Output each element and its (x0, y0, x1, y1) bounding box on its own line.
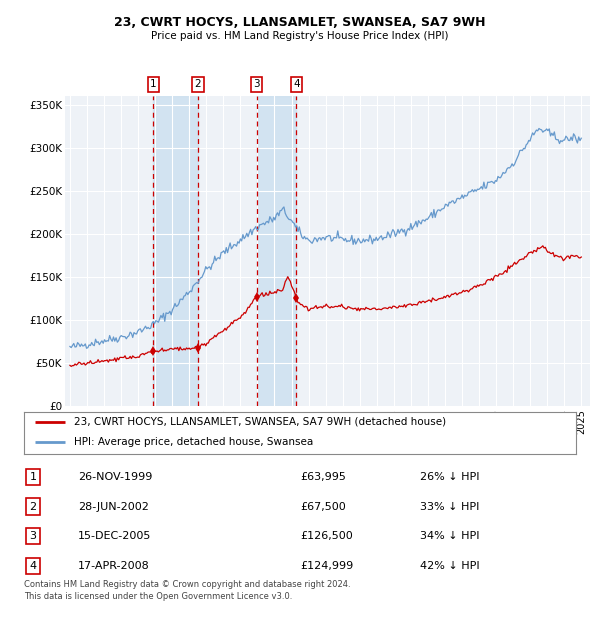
Text: 1: 1 (150, 79, 157, 89)
Text: 26% ↓ HPI: 26% ↓ HPI (420, 472, 479, 482)
Text: 33% ↓ HPI: 33% ↓ HPI (420, 502, 479, 512)
Text: 23, CWRT HOCYS, LLANSAMLET, SWANSEA, SA7 9WH: 23, CWRT HOCYS, LLANSAMLET, SWANSEA, SA7… (114, 17, 486, 29)
Text: 17-APR-2008: 17-APR-2008 (78, 561, 150, 571)
Text: 1: 1 (29, 472, 37, 482)
Bar (257, 96, 296, 406)
Text: 2: 2 (194, 79, 201, 89)
Text: £126,500: £126,500 (300, 531, 353, 541)
Text: 28-JUN-2002: 28-JUN-2002 (78, 502, 149, 512)
Text: £67,500: £67,500 (300, 502, 346, 512)
Text: £63,995: £63,995 (300, 472, 346, 482)
Text: 34% ↓ HPI: 34% ↓ HPI (420, 531, 479, 541)
Text: 26-NOV-1999: 26-NOV-1999 (78, 472, 152, 482)
Text: 42% ↓ HPI: 42% ↓ HPI (420, 561, 479, 571)
Text: 2: 2 (29, 502, 37, 512)
Text: 23, CWRT HOCYS, LLANSAMLET, SWANSEA, SA7 9WH (detached house): 23, CWRT HOCYS, LLANSAMLET, SWANSEA, SA7… (74, 417, 446, 427)
Text: Price paid vs. HM Land Registry's House Price Index (HPI): Price paid vs. HM Land Registry's House … (151, 31, 449, 41)
Text: 4: 4 (29, 561, 37, 571)
Text: 3: 3 (29, 531, 37, 541)
Text: HPI: Average price, detached house, Swansea: HPI: Average price, detached house, Swan… (74, 438, 313, 448)
Text: 4: 4 (293, 79, 300, 89)
Text: 3: 3 (253, 79, 260, 89)
Text: Contains HM Land Registry data © Crown copyright and database right 2024.: Contains HM Land Registry data © Crown c… (24, 580, 350, 588)
Bar (154, 96, 197, 406)
Text: £124,999: £124,999 (300, 561, 353, 571)
Text: This data is licensed under the Open Government Licence v3.0.: This data is licensed under the Open Gov… (24, 592, 292, 601)
Text: 15-DEC-2005: 15-DEC-2005 (78, 531, 151, 541)
